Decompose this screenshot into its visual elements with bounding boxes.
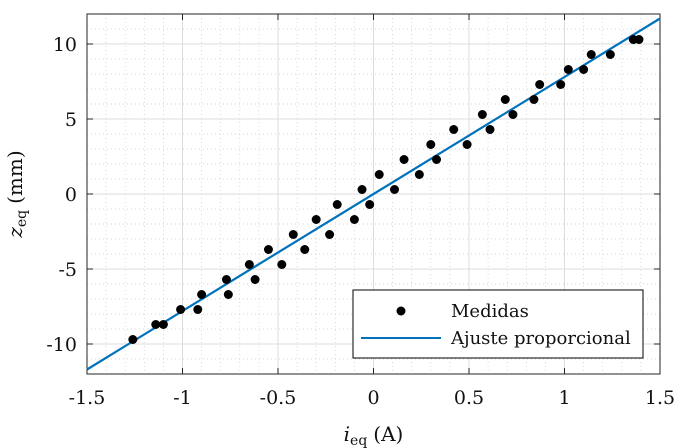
legend-box	[352, 289, 644, 359]
data-point	[349, 215, 359, 224]
x-axis-label: ieq (A)	[344, 422, 404, 448]
data-point	[244, 260, 254, 269]
legend: Medidas Ajuste proporcional	[352, 289, 644, 359]
axis-ticks	[86, 14, 661, 374]
y-tick-label: 0	[65, 184, 77, 206]
data-point	[414, 170, 424, 179]
x-tick-label: -0.5	[260, 387, 297, 409]
data-point	[449, 125, 459, 134]
data-point	[605, 50, 615, 59]
data-point	[158, 320, 168, 329]
y-tick-label: 10	[53, 34, 77, 56]
data-point	[300, 245, 310, 254]
data-point	[500, 95, 510, 104]
data-point	[563, 65, 573, 74]
y-axis-label-main: z	[3, 227, 27, 239]
y-tick-label: -10	[46, 334, 77, 356]
legend-label-medidas: Medidas	[451, 301, 529, 322]
data-point	[508, 110, 518, 119]
data-point	[432, 155, 442, 164]
data-point	[462, 140, 472, 149]
data-point	[535, 80, 545, 89]
x-tick-label: -1.5	[69, 387, 106, 409]
data-point	[151, 320, 161, 329]
data-point	[311, 215, 321, 224]
x-tick-label: 0.5	[454, 387, 484, 409]
x-tick-label: 0	[367, 387, 379, 409]
data-point	[193, 305, 203, 314]
data-point	[365, 200, 375, 209]
data-point	[176, 305, 186, 314]
data-point	[325, 230, 335, 239]
data-point	[197, 290, 207, 299]
data-point	[529, 95, 539, 104]
data-point	[399, 155, 409, 164]
data-point	[579, 65, 589, 74]
data-point	[390, 185, 400, 194]
y-axis-label: zeq (mm)	[3, 150, 30, 238]
y-tick-labels: -10 -5 0 5 10	[46, 34, 77, 356]
data-point	[277, 260, 287, 269]
data-point	[221, 275, 231, 284]
legend-marker-medidas	[396, 306, 406, 316]
x-axis-label-main: i	[344, 422, 350, 446]
data-point	[223, 290, 233, 299]
legend-label-ajuste: Ajuste proporcional	[450, 328, 631, 349]
data-point	[332, 200, 342, 209]
y-tick-label: 5	[65, 109, 77, 131]
y-axis-label-subscript: eq	[14, 210, 30, 227]
measured-points-series	[128, 35, 644, 344]
data-point	[485, 125, 495, 134]
data-point	[128, 335, 138, 344]
data-point	[288, 230, 298, 239]
data-point	[357, 185, 367, 194]
data-point	[374, 170, 384, 179]
x-axis-label-unit: (A)	[373, 422, 403, 446]
y-axis-label-unit: (mm)	[3, 150, 27, 204]
data-point	[586, 50, 596, 59]
data-point	[263, 245, 273, 254]
data-point	[426, 140, 436, 149]
x-tick-label: -1	[173, 387, 192, 409]
y-tick-label: -5	[58, 259, 77, 281]
x-tick-label: 1	[558, 387, 570, 409]
data-point	[556, 80, 566, 89]
data-point	[477, 110, 487, 119]
x-tick-label: 1.5	[645, 387, 675, 409]
x-axis-label-subscript: eq	[350, 433, 367, 448]
data-point	[250, 275, 260, 284]
x-tick-labels: -1.5 -1 -0.5 0 0.5 1 1.5	[69, 387, 675, 409]
data-point	[634, 35, 644, 44]
